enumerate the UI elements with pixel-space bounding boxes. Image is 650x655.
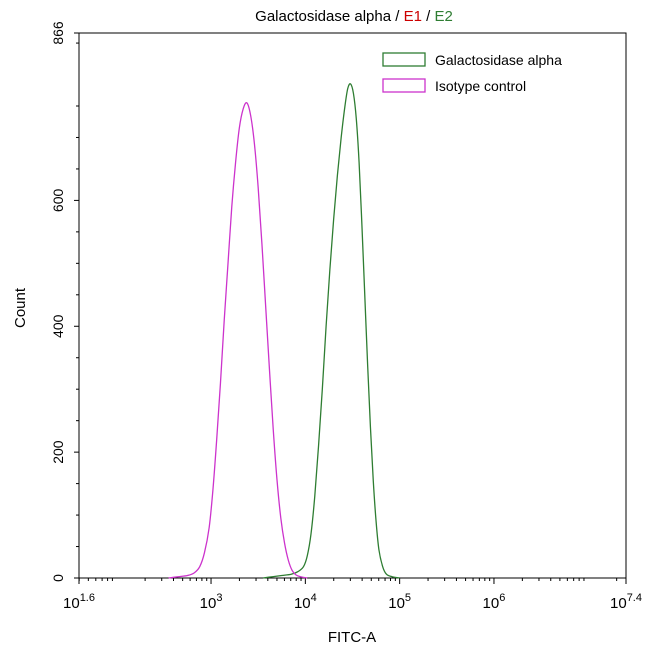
x-tick-base: 10 [483, 595, 500, 612]
series-line-isotype-control [168, 102, 308, 579]
x-tick-exponent: 4 [311, 592, 317, 604]
chart-title: Galactosidase alpha / E1 / E2 [255, 8, 453, 25]
x-tick-label: 101.6 [63, 592, 95, 612]
chart-title-part: E2 [434, 8, 452, 25]
x-tick-base: 10 [63, 595, 80, 612]
y-tick-label: 200 [50, 440, 66, 464]
x-tick-label: 104 [294, 592, 317, 612]
chart-title-part: E1 [404, 8, 422, 25]
legend-swatch [382, 78, 426, 93]
x-tick-label: 103 [200, 592, 223, 612]
chart-title-part: Galactosidase alpha [255, 8, 392, 25]
x-tick-label: 106 [483, 592, 506, 612]
x-tick-label: 105 [388, 592, 411, 612]
x-tick-exponent: 7.4 [627, 592, 642, 604]
y-tick-label: 400 [50, 314, 66, 338]
x-tick-exponent: 1.6 [80, 592, 95, 604]
chart-title-part: / [391, 8, 404, 25]
legend-swatch [382, 52, 426, 67]
x-tick-base: 10 [388, 595, 405, 612]
x-tick-base: 10 [200, 595, 217, 612]
y-tick-label: 866 [50, 21, 66, 45]
series-line-galactosidase-alpha [262, 83, 400, 579]
legend: Galactosidase alpha Isotype control [382, 52, 562, 94]
y-axis-label: Count [12, 287, 29, 328]
x-tick-base: 10 [610, 595, 627, 612]
x-axis-label: FITC-A [328, 629, 376, 646]
x-tick-label: 107.4 [610, 592, 642, 612]
x-tick-base: 10 [294, 595, 311, 612]
plot-frame [78, 32, 627, 579]
x-tick-exponent: 5 [405, 592, 411, 604]
chart-title-part: / [422, 8, 435, 25]
legend-label: Galactosidase alpha [435, 52, 562, 68]
y-tick-label: 0 [50, 574, 66, 582]
x-tick-exponent: 6 [499, 592, 505, 604]
y-tick-label: 600 [50, 189, 66, 213]
series-layer [168, 83, 400, 579]
x-tick-exponent: 3 [216, 592, 222, 604]
legend-label: Isotype control [435, 78, 526, 94]
